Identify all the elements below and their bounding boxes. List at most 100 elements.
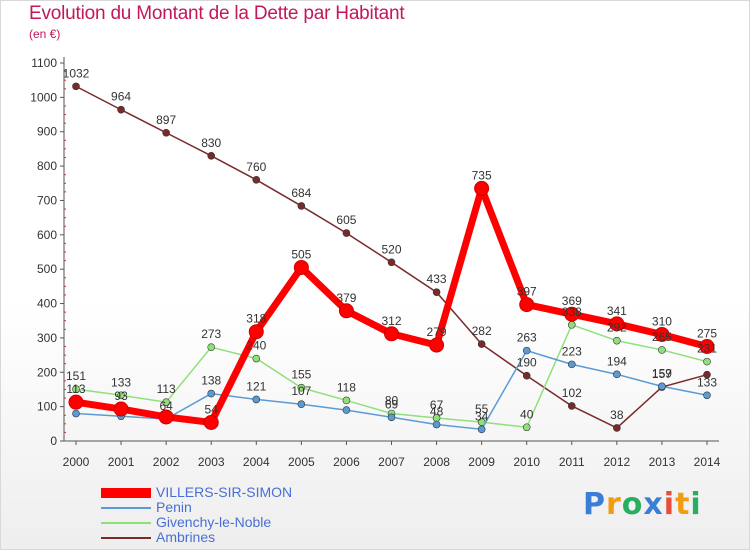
x-tick-label: 2003 (198, 455, 225, 469)
data-point-ambrines (613, 424, 621, 432)
legend-swatch-villers-sir-simon (101, 487, 151, 498)
data-label-givenchy-le-noble: 133 (111, 375, 131, 389)
y-tick-label: 800 (37, 159, 57, 173)
logo-letter: P (583, 487, 606, 522)
data-label-ambrines: 102 (562, 386, 582, 400)
data-point-penin (72, 409, 80, 418)
data-label-ambrines: 605 (336, 213, 356, 227)
data-point-ambrines (522, 371, 531, 380)
data-point-penin (703, 391, 711, 400)
data-label-givenchy-le-noble: 273 (201, 327, 221, 341)
legend-swatch-givenchy-le-noble (101, 521, 151, 524)
data-point-penin (297, 400, 306, 409)
data-label-villers-sir-simon: 113 (66, 382, 85, 396)
logo-letter: x (643, 487, 664, 522)
data-label-givenchy-le-noble: 113 (157, 382, 176, 396)
proxiti-logo: Proxiti (583, 487, 702, 522)
data-label-givenchy-le-noble: 265 (652, 330, 672, 344)
legend-item-villers-sir-simon: VILLERS-SIR-SIMON (101, 485, 292, 500)
data-label-villers-sir-simon: 341 (607, 304, 627, 318)
data-label-penin: 48 (430, 405, 444, 419)
x-tick-label: 2004 (243, 455, 270, 469)
data-label-givenchy-le-noble: 55 (475, 402, 489, 416)
data-point-villers-sir-simon (519, 297, 535, 313)
x-tick-label: 2011 (559, 455, 585, 469)
data-point-ambrines (72, 82, 80, 91)
x-tick-label: 2007 (378, 455, 405, 469)
data-label-ambrines: 964 (111, 90, 131, 104)
data-point-villers-sir-simon (474, 180, 490, 196)
data-label-villers-sir-simon: 279 (427, 325, 447, 339)
data-point-givenchy-le-noble (703, 357, 711, 366)
x-tick-label: 2009 (468, 455, 495, 469)
data-label-penin: 194 (607, 354, 627, 368)
data-label-villers-sir-simon: 505 (291, 247, 311, 261)
data-point-villers-sir-simon (248, 324, 264, 340)
data-point-villers-sir-simon (564, 306, 580, 322)
data-label-villers-sir-simon: 275 (697, 327, 717, 341)
data-label-givenchy-le-noble: 67 (430, 398, 444, 412)
data-label-villers-sir-simon: 379 (336, 291, 356, 305)
data-point-villers-sir-simon (429, 337, 445, 353)
data-point-penin (252, 395, 261, 404)
data-label-ambrines: 760 (246, 160, 266, 174)
data-point-penin (613, 370, 621, 379)
y-tick-label: 500 (37, 262, 57, 276)
x-tick-label: 2010 (513, 455, 540, 469)
data-label-givenchy-le-noble: 231 (697, 342, 717, 356)
data-point-givenchy-le-noble (72, 385, 80, 393)
legend-label-penin: Penin (156, 499, 192, 515)
data-label-ambrines: 157 (652, 367, 672, 381)
data-label-ambrines: 520 (381, 242, 401, 256)
legend-label-ambrines: Ambrines (156, 529, 216, 545)
data-label-penin: 133 (697, 375, 717, 389)
x-tick-label: 2012 (604, 455, 631, 469)
data-point-villers-sir-simon (113, 401, 129, 417)
data-point-villers-sir-simon (338, 303, 354, 319)
x-tick-label: 2001 (108, 455, 135, 469)
data-label-villers-sir-simon: 369 (562, 294, 582, 308)
data-point-villers-sir-simon (68, 394, 84, 410)
data-point-ambrines (432, 288, 441, 297)
data-label-villers-sir-simon: 54 (205, 402, 219, 416)
data-label-ambrines: 433 (427, 272, 447, 286)
data-point-givenchy-le-noble (252, 354, 261, 363)
data-point-ambrines (342, 229, 351, 237)
data-label-penin: 69 (385, 397, 399, 411)
data-label-ambrines: 190 (517, 356, 537, 370)
data-point-ambrines (567, 402, 576, 410)
x-tick-label: 2006 (333, 455, 360, 469)
data-label-penin: 159 (652, 366, 672, 380)
data-label-givenchy-le-noble: 240 (246, 339, 266, 353)
data-point-penin (567, 360, 576, 369)
data-label-givenchy-le-noble: 338 (562, 305, 582, 319)
data-point-ambrines (252, 176, 261, 184)
data-point-villers-sir-simon (293, 259, 309, 275)
y-tick-label: 100 (37, 400, 57, 414)
data-point-ambrines (117, 105, 125, 114)
data-label-villers-sir-simon: 318 (246, 312, 266, 326)
data-point-penin (387, 413, 396, 422)
data-point-penin (207, 389, 216, 398)
y-tick-label: 1000 (30, 90, 57, 104)
data-label-penin: 121 (246, 379, 266, 393)
data-label-villers-sir-simon: 310 (652, 314, 672, 328)
x-tick-label: 2002 (153, 455, 180, 469)
y-tick-label: 700 (37, 193, 57, 207)
legend-label-givenchy-le-noble: Givenchy-le-Noble (156, 514, 272, 530)
data-point-ambrines (477, 340, 486, 348)
legend-item-ambrines: Ambrines (101, 530, 292, 545)
data-point-givenchy-le-noble (522, 423, 531, 432)
data-point-ambrines (207, 151, 216, 160)
data-point-villers-sir-simon (384, 326, 399, 342)
data-point-villers-sir-simon (654, 326, 670, 342)
x-tick-label: 2005 (288, 455, 315, 469)
x-tick-label: 2008 (423, 455, 450, 469)
data-point-villers-sir-simon (203, 414, 219, 430)
y-tick-label: 400 (37, 297, 57, 311)
data-label-penin: 34 (475, 409, 489, 423)
data-label-penin: 64 (159, 399, 173, 413)
chart-legend: VILLERS-SIR-SIMON Penin Givenchy-le-Noble A… (101, 485, 292, 545)
data-label-penin: 107 (291, 384, 311, 398)
